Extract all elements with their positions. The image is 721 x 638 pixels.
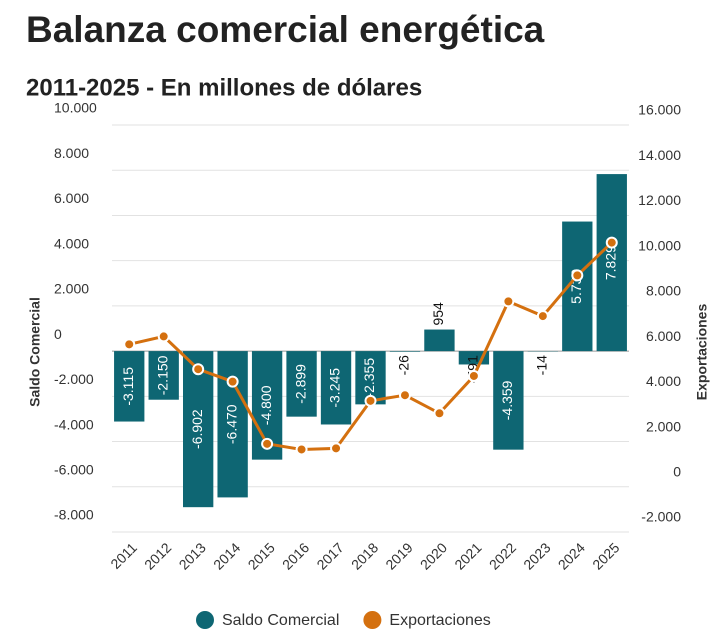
value-label: -4.800 bbox=[258, 385, 274, 425]
line-point bbox=[262, 439, 272, 449]
x-tick-label: 2013 bbox=[176, 539, 209, 572]
y-axis-title: Saldo Comercial bbox=[27, 297, 43, 407]
x-tick-label: 2015 bbox=[244, 539, 277, 572]
x-tick-label: 2021 bbox=[451, 539, 484, 572]
y2-tick-label: 0 bbox=[673, 463, 681, 479]
bar bbox=[424, 330, 454, 352]
y-tick-label: 4.000 bbox=[54, 235, 89, 251]
y-tick-label: 8.000 bbox=[54, 145, 89, 161]
line-point bbox=[434, 408, 444, 418]
y-tick-label: -6.000 bbox=[54, 461, 94, 477]
y2-tick-label: 10.000 bbox=[638, 237, 681, 253]
y-tick-label: 2.000 bbox=[54, 281, 89, 297]
value-label: -14 bbox=[534, 355, 550, 375]
y2-tick-label: 16.000 bbox=[638, 102, 681, 118]
y2-tick-label: -2.000 bbox=[641, 509, 681, 525]
x-tick-label: 2022 bbox=[486, 539, 519, 572]
line-point bbox=[228, 377, 238, 387]
line-point bbox=[469, 371, 479, 381]
y-tick-label: -8.000 bbox=[54, 507, 94, 523]
x-tick-label: 2020 bbox=[417, 539, 450, 572]
x-tick-label: 2023 bbox=[520, 539, 553, 572]
value-label: -2.150 bbox=[154, 355, 170, 395]
y-tick-label: -2.000 bbox=[54, 371, 94, 387]
x-tick-label: 2018 bbox=[348, 539, 381, 572]
value-label: -2.899 bbox=[292, 364, 308, 404]
line-point bbox=[538, 311, 548, 321]
value-label: -6.470 bbox=[223, 404, 239, 444]
value-label: 954 bbox=[430, 302, 446, 326]
legend-marker bbox=[363, 611, 381, 629]
legend-marker bbox=[196, 611, 214, 629]
x-tick-label: 2011 bbox=[107, 539, 140, 572]
y2-tick-label: 8.000 bbox=[646, 283, 681, 299]
y2-axis-title: Exportaciones bbox=[694, 304, 710, 401]
value-label: -26 bbox=[396, 355, 412, 375]
y2-tick-label: 4.000 bbox=[646, 373, 681, 389]
chart-title: Balanza comercial energética bbox=[26, 9, 545, 50]
legend-label: Exportaciones bbox=[389, 612, 490, 629]
y2-tick-label: 2.000 bbox=[646, 418, 681, 434]
x-tick-label: 2017 bbox=[313, 539, 346, 572]
x-tick-label: 2012 bbox=[141, 539, 174, 572]
line-point bbox=[297, 444, 307, 454]
line-point bbox=[572, 270, 582, 280]
value-label: -6.902 bbox=[189, 409, 205, 449]
x-tick-label: 2019 bbox=[382, 539, 415, 572]
value-label: -2.355 bbox=[361, 358, 377, 398]
x-tick-label: 2025 bbox=[589, 539, 622, 572]
line-point bbox=[400, 390, 410, 400]
x-tick-label: 2016 bbox=[279, 539, 312, 572]
y-tick-label: 0 bbox=[54, 326, 62, 342]
bar bbox=[390, 351, 420, 352]
x-tick-label: 2014 bbox=[210, 539, 243, 572]
line-point bbox=[503, 296, 513, 306]
y-tick-label: 10.000 bbox=[54, 100, 97, 116]
value-label: -3.245 bbox=[327, 368, 343, 408]
line-point bbox=[607, 238, 617, 248]
y-tick-label: -4.000 bbox=[54, 416, 94, 432]
line-point bbox=[193, 364, 203, 374]
line-point bbox=[366, 396, 376, 406]
line-point bbox=[331, 443, 341, 453]
y2-tick-label: 6.000 bbox=[646, 328, 681, 344]
value-label: -4.359 bbox=[499, 380, 515, 420]
y2-tick-label: 14.000 bbox=[638, 147, 681, 163]
legend-label: Saldo Comercial bbox=[222, 612, 339, 629]
line-point bbox=[159, 331, 169, 341]
line-point bbox=[124, 339, 134, 349]
y-tick-label: 6.000 bbox=[54, 190, 89, 206]
value-label: -3.115 bbox=[120, 367, 136, 406]
y2-tick-label: 12.000 bbox=[638, 192, 681, 208]
chart-subtitle: 2011-2025 - En millones de dólares bbox=[26, 74, 422, 101]
x-tick-label: 2024 bbox=[555, 539, 588, 572]
